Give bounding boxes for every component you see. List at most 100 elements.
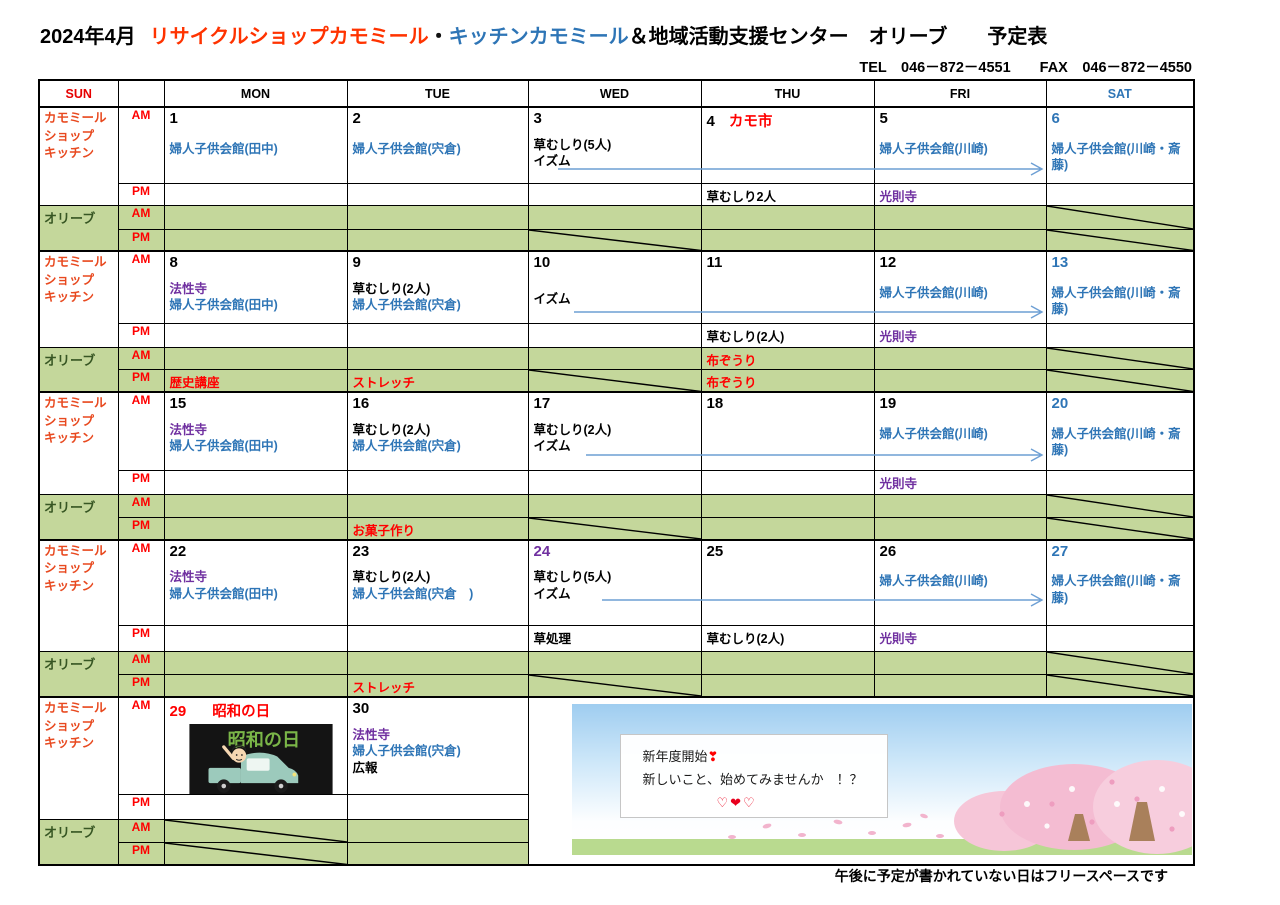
cell-olive-empty [346, 346, 529, 370]
ampm-label-am: AM [117, 651, 165, 675]
day-header-sun: SUN [38, 79, 119, 108]
title-month: 2024年4月 [40, 26, 136, 48]
cell-d25-am: 25 [700, 538, 875, 626]
cell-olive-empty [163, 228, 348, 252]
cell-olive-empty [527, 493, 702, 518]
showa-day-truck-illustration: 昭和の日 [188, 724, 333, 793]
ampm-label-pm: PM [117, 793, 165, 820]
cell-olive-empty [873, 368, 1047, 393]
row-label-kamomile: カモミール ショップ キッチン [38, 250, 119, 348]
note-line-2: 新しいこと、始めてみませんか ！？ [642, 771, 863, 787]
cell-d20-pm [1045, 469, 1195, 495]
diagonal-line [165, 843, 347, 865]
cell-crossed [527, 674, 702, 698]
diagonal-line [529, 518, 701, 539]
cell-d11-pm: 草むしり(2人) [700, 322, 875, 348]
page-title: 2024年4月 リサイクルショップカモミール・キッチンカモミール＆地域活動支援セン… [40, 20, 1047, 49]
cell-olive-empty [700, 516, 875, 540]
cell-crossed [163, 841, 348, 866]
cell-olive-empty [873, 516, 1047, 540]
day-header-fri: FRI [873, 79, 1047, 108]
cell-d18-am: 18 [700, 391, 875, 471]
cell-d2-pm [346, 182, 529, 206]
title-separator: ・ [428, 26, 449, 48]
cell-d15-am: 15 法性寺 婦人子供会館(田中) [163, 391, 348, 471]
cell-olive-empty [700, 674, 875, 698]
hearts-icon: ♡❤♡ [716, 794, 757, 810]
cell-d12-pm: 光則寺 [873, 322, 1047, 348]
ampm-label-am: AM [117, 696, 165, 795]
cell-d17-am: 17 草むしり(2人) イズム [527, 391, 702, 471]
cell-olive-empty [163, 493, 348, 518]
cell-d12-am: 12 婦人子供会館(川崎) [873, 250, 1047, 324]
cell-olive-mon-pm: 歴史講座 [163, 368, 348, 393]
diagonal-line [529, 370, 701, 392]
cell-olive-empty [163, 516, 348, 540]
cell-d22-am: 22 法性寺 婦人子供会館(田中) [163, 538, 348, 626]
contact-info: TEL 046－872－4551 FAX 046－872－4550 [859, 60, 1192, 76]
cell-d17-pm [527, 469, 702, 495]
diagonal-line [1047, 675, 1194, 696]
ampm-label-am: AM [117, 346, 165, 370]
schedule-table: SUN MON TUE WED THU FRI SAT カモミール ショップ キ… [38, 79, 1195, 866]
day-header-thu: THU [700, 79, 875, 108]
ampm-label-pm: PM [117, 469, 165, 495]
row-label-kamomile: カモミール ショップ キッチン [38, 391, 119, 495]
cell-olive-empty [873, 346, 1047, 370]
ampm-label-pm: PM [117, 841, 165, 866]
ampm-label-am: AM [117, 538, 165, 626]
svg-text:昭和の日: 昭和の日 [227, 730, 300, 750]
cell-d23-am: 23 草むしり(2人) 婦人子供会館(宍倉 ) [346, 538, 529, 626]
cell-d29-am: 29 昭和の日 昭和の日 [163, 696, 348, 795]
day-header-mon: MON [163, 79, 348, 108]
cell-olive-empty [700, 493, 875, 518]
cell-crossed [1045, 516, 1195, 540]
row-label-olive: オリーブ [38, 204, 119, 252]
row-label-olive: オリーブ [38, 651, 119, 698]
cell-crossed [527, 516, 702, 540]
cell-d6-am: 6 婦人子供会館(川崎・斎藤) [1045, 106, 1195, 184]
cell-olive-empty [527, 204, 702, 230]
cell-d18-pm [700, 469, 875, 495]
footnote: 午後に予定が書かれていない日はフリースペースです [834, 868, 1168, 884]
diagonal-line [1047, 206, 1194, 229]
ampm-header [117, 79, 165, 108]
spring-illustration-area: 新年度開始❣ 新しいこと、始めてみませんか ！？ ♡❤♡ [527, 696, 1195, 866]
cell-d9-pm [346, 322, 529, 348]
spring-illustration: 新年度開始❣ 新しいこと、始めてみませんか ！？ ♡❤♡ [571, 704, 1192, 855]
cell-olive-empty [700, 651, 875, 675]
ampm-label-am: AM [117, 204, 165, 230]
cell-d5-am: 5 婦人子供会館(川崎) [873, 106, 1047, 184]
title-rest: ＆地域活動支援センター オリーブ 予定表 [628, 26, 1048, 48]
ampm-label-pm: PM [117, 182, 165, 206]
cell-d1-pm [163, 182, 348, 206]
cell-d13-am: 13 婦人子供会館(川崎・斎藤) [1045, 250, 1195, 324]
cell-d19-pm: 光則寺 [873, 469, 1047, 495]
cell-d26-am: 26 婦人子供会館(川崎) [873, 538, 1047, 626]
ampm-label-am: AM [117, 391, 165, 471]
diagonal-line [529, 230, 701, 251]
cell-d2-am: 2 婦人子供会館(宍倉) [346, 106, 529, 184]
cell-olive-empty [873, 228, 1047, 252]
cell-d1-am: 1 婦人子供会館(田中) [163, 106, 348, 184]
cell-olive-empty [163, 346, 348, 370]
cell-crossed [1045, 204, 1195, 230]
cell-d25-pm: 草むしり(2人) [700, 625, 875, 652]
cell-olive-empty [346, 493, 529, 518]
cell-d16-pm [346, 469, 529, 495]
cell-olive-empty [527, 346, 702, 370]
cell-d3-pm [527, 182, 702, 206]
cell-olive-empty [873, 674, 1047, 698]
ampm-label-am: AM [117, 493, 165, 518]
row-label-kamomile: カモミール ショップ キッチン [38, 538, 119, 652]
ampm-label-pm: PM [117, 322, 165, 348]
diagonal-line [1047, 495, 1194, 517]
day-header-wed: WED [527, 79, 702, 108]
cell-d8-am: 8 法性寺 婦人子供会館(田中) [163, 250, 348, 324]
diagonal-line [1047, 348, 1194, 369]
cell-olive-empty [527, 651, 702, 675]
cell-crossed [527, 368, 702, 393]
heart-exclamation-icon: ❣ [707, 749, 719, 764]
diagonal-line [1047, 230, 1194, 251]
